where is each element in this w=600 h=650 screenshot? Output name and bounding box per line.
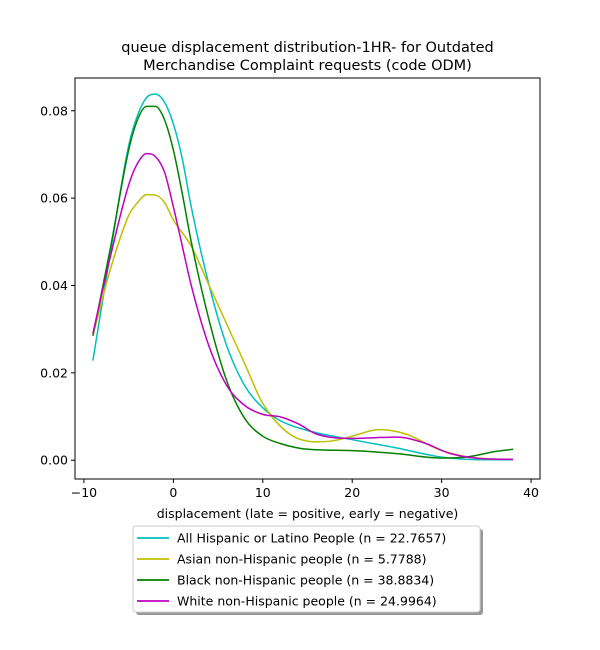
- series-line-1: [92, 193, 514, 461]
- legend-box: [132, 525, 481, 613]
- x-tick-label: 30: [434, 485, 450, 500]
- legend-label-3: White non-Hispanic people (n = 24.9964): [177, 594, 437, 609]
- x-tick-label: 0: [169, 485, 177, 500]
- x-axis-label: displacement (late = positive, early = n…: [157, 506, 459, 521]
- legend: All Hispanic or Latino People (n = 22.76…: [132, 525, 483, 615]
- y-tick-label: 0.08: [40, 103, 68, 118]
- legend-label-2: Black non-Hispanic people (n = 38.8834): [177, 573, 434, 588]
- series-line-0: [92, 93, 514, 461]
- y-tick-label: 0.06: [40, 191, 68, 206]
- y-tick-label: 0.00: [40, 453, 68, 468]
- series-layer: [92, 93, 514, 461]
- legend-label-0: All Hispanic or Latino People (n = 22.76…: [177, 531, 446, 546]
- chart-title-line: Merchandise Complaint requests (code ODM…: [143, 58, 472, 74]
- y-tick-label: 0.02: [40, 365, 68, 380]
- series-line-3: [92, 152, 514, 461]
- chart-title-line: queue displacement distribution-1HR- for…: [121, 40, 493, 56]
- legend-label-1: Asian non-Hispanic people (n = 5.7788): [177, 552, 427, 567]
- x-tick-label: 40: [523, 485, 539, 500]
- chart-title: queue displacement distribution-1HR- for…: [121, 40, 493, 74]
- x-tick-label: 20: [344, 485, 360, 500]
- series-line-2: [92, 105, 514, 459]
- x-axis: −10 0 10 20 30 40: [71, 479, 539, 500]
- x-tick-label: −10: [71, 485, 97, 500]
- y-tick-label: 0.04: [40, 278, 68, 293]
- plot-area-frame: [74, 77, 541, 480]
- y-axis: 0.00 0.02 0.04 0.06 0.08: [40, 103, 75, 468]
- x-tick-label: 10: [255, 485, 271, 500]
